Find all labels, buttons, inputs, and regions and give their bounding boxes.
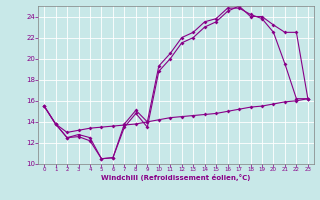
X-axis label: Windchill (Refroidissement éolien,°C): Windchill (Refroidissement éolien,°C) — [101, 174, 251, 181]
